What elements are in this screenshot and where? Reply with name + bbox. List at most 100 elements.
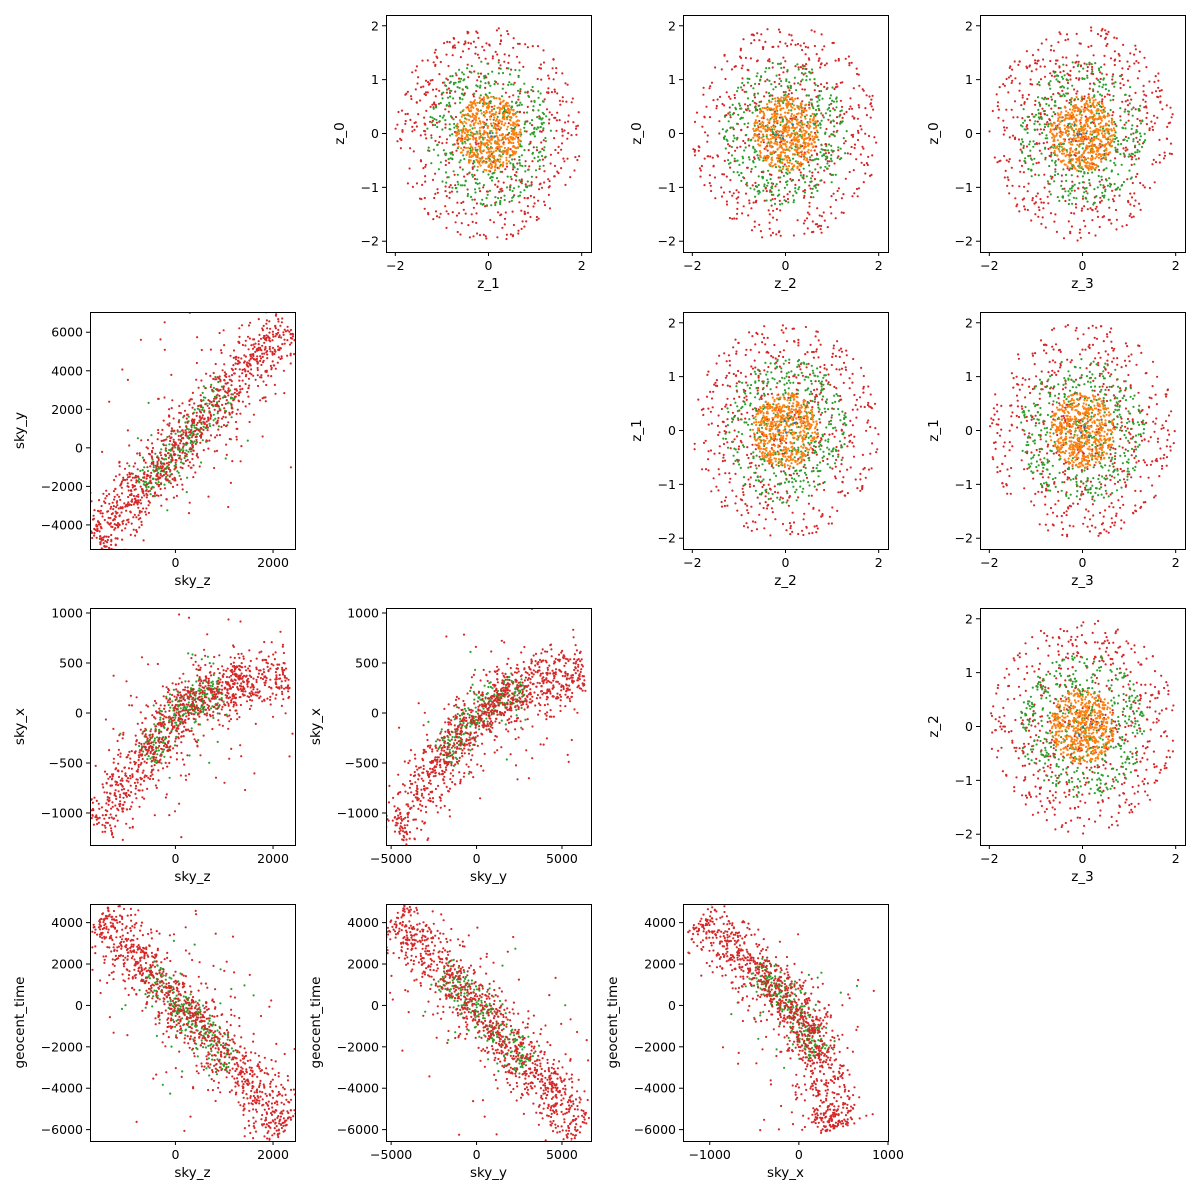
orange-point [476, 165, 479, 168]
orange-point [809, 118, 812, 121]
red-point [556, 111, 559, 114]
red-point [575, 125, 578, 128]
green-point [785, 78, 788, 81]
red-point [1052, 49, 1055, 52]
green-point [1101, 194, 1104, 197]
red-point [1136, 140, 1139, 143]
orange-point [802, 142, 805, 145]
orange-point [1065, 131, 1068, 134]
orange-point [1089, 165, 1092, 169]
orange-point [486, 95, 489, 98]
orange-point [788, 136, 792, 139]
red-point [471, 220, 474, 223]
red-point [445, 53, 448, 56]
orange-point [1110, 128, 1113, 131]
orange-point [512, 141, 515, 145]
green-point [820, 90, 823, 93]
red-point [803, 189, 807, 192]
orange-point [1071, 105, 1075, 108]
orange-point [460, 134, 463, 137]
green-point [753, 151, 756, 154]
red-point [565, 100, 568, 103]
orange-point [490, 150, 493, 153]
red-point [856, 117, 860, 120]
red-point [455, 149, 458, 152]
red-point [549, 153, 553, 156]
red-point [779, 234, 782, 237]
orange-point [509, 115, 512, 119]
red-point [508, 200, 511, 203]
green-point [491, 70, 494, 73]
orange-point [496, 123, 499, 126]
red-point [562, 157, 565, 160]
red-point [791, 39, 794, 42]
red-point [566, 157, 569, 160]
green-point [448, 134, 452, 137]
green-point [495, 201, 498, 204]
orange-point [1076, 136, 1079, 139]
red-point [436, 188, 439, 191]
orange-point [773, 121, 776, 124]
red-point [803, 88, 807, 91]
orange-point [470, 120, 473, 123]
orange-point [1059, 142, 1062, 145]
red-point [1162, 157, 1166, 160]
orange-point [456, 141, 459, 144]
orange-point [801, 162, 804, 165]
orange-point [496, 140, 499, 143]
orange-point [774, 103, 777, 106]
red-point [1044, 226, 1047, 229]
red-point [828, 135, 831, 138]
red-point [438, 135, 441, 138]
green-point [1067, 190, 1070, 193]
green-point [466, 192, 470, 196]
green-point [164, 444, 168, 447]
orange-point [1053, 122, 1056, 125]
orange-point [1060, 145, 1064, 149]
orange-point [477, 117, 481, 120]
red-point [474, 52, 477, 55]
red-point [1013, 100, 1017, 103]
red-point [1132, 132, 1135, 135]
red-point [1102, 186, 1105, 189]
green-point [458, 68, 461, 71]
red-point [1016, 116, 1019, 119]
orange-point [775, 105, 778, 109]
red-point [1006, 176, 1009, 179]
orange-point [778, 169, 781, 172]
red-point [1030, 70, 1033, 73]
red-point [753, 39, 756, 42]
orange-point [1067, 114, 1070, 117]
red-point [542, 139, 545, 142]
green-point [825, 155, 828, 158]
orange-point [796, 165, 799, 168]
orange-point [784, 148, 787, 152]
red-point [748, 144, 751, 147]
red-point [411, 130, 414, 133]
red-point [1136, 117, 1139, 121]
red-point [1074, 61, 1077, 64]
x-tick-label: −2 [683, 258, 701, 273]
red-point [737, 191, 740, 194]
red-point [517, 136, 520, 139]
red-point [809, 196, 813, 199]
red-point [564, 121, 567, 124]
red-point [529, 140, 532, 143]
green-point [1140, 145, 1144, 149]
green-point [824, 112, 828, 115]
orange-point [1083, 161, 1086, 164]
green-point [768, 79, 771, 82]
red-point [818, 90, 821, 93]
red-point [462, 200, 465, 203]
red-point [756, 32, 759, 35]
red-point [414, 88, 417, 91]
orange-point [495, 118, 498, 121]
orange-point [783, 158, 786, 161]
orange-point [782, 100, 785, 103]
red-point [855, 158, 858, 161]
green-point [828, 97, 832, 100]
red-point [870, 105, 873, 108]
red-point [539, 63, 543, 66]
red-point [832, 107, 835, 110]
orange-point [807, 151, 810, 154]
